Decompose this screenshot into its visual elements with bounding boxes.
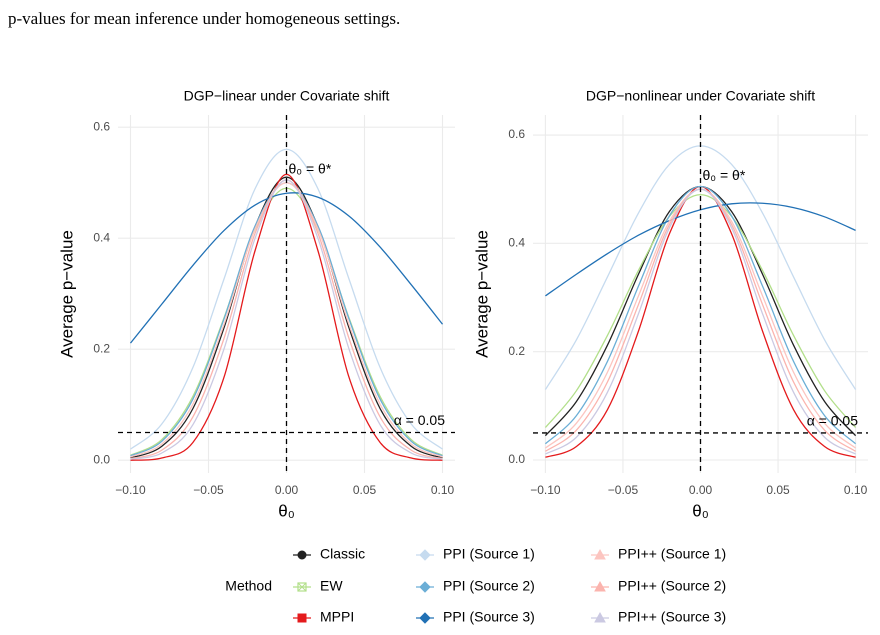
x-axis-label: θ₀ <box>692 501 709 520</box>
legend-label: MPPI <box>320 609 354 625</box>
legend-label: PPI (Source 2) <box>443 578 535 594</box>
y-tick-label: 0.0 <box>93 452 110 466</box>
y-tick-label: 0.2 <box>93 341 110 355</box>
legend-label: PPI++ (Source 1) <box>618 546 726 562</box>
annotation: α = 0.05 <box>394 412 446 428</box>
series-line <box>130 148 443 450</box>
legend-title: Method <box>225 578 272 594</box>
series-line <box>544 193 857 428</box>
series-line <box>130 173 443 461</box>
legend-marker <box>297 582 307 592</box>
series-line <box>129 192 444 344</box>
y-tick-label: 0.4 <box>93 230 110 244</box>
annotation: θ₀ = θ* <box>289 160 332 176</box>
legend-marker <box>594 611 606 623</box>
caption: p-values for mean inference under homoge… <box>8 9 400 28</box>
legend-label: PPI++ (Source 2) <box>618 578 726 594</box>
legend-marker <box>594 548 606 560</box>
x-tick-label: 0.05 <box>353 483 377 497</box>
legend-label: Classic <box>320 546 365 562</box>
x-tick-label: 0.05 <box>766 483 790 497</box>
legend-marker <box>297 582 307 592</box>
legend: Classic EW MPPI PPI (Source 1) PPI (Source 2… <box>293 546 726 625</box>
x-tick-label: −0.10 <box>115 483 146 497</box>
legend-marker <box>419 581 431 593</box>
panel: DGP−nonlinear under Covariate shift 0.0 0.… <box>472 88 868 520</box>
legend-label: PPI (Source 1) <box>443 546 535 562</box>
annotation: θ₀ = θ* <box>703 167 746 183</box>
x-tick-label: 0.00 <box>275 483 299 497</box>
x-axis-label: θ₀ <box>278 501 295 520</box>
legend-marker <box>419 549 431 561</box>
y-tick-label: 0.2 <box>508 344 525 358</box>
y-tick-label: 0.0 <box>508 452 525 466</box>
panel-title: DGP−linear under Covariate shift <box>184 88 390 104</box>
x-tick-label: 0.00 <box>689 483 713 497</box>
x-tick-label: −0.05 <box>193 483 224 497</box>
y-tick-label: 0.6 <box>508 127 525 141</box>
y-tick-label: 0.4 <box>508 236 525 250</box>
x-tick-label: 0.10 <box>844 483 868 497</box>
panel-title: DGP−nonlinear under Covariate shift <box>586 88 815 104</box>
y-tick-label: 0.6 <box>93 119 110 133</box>
legend-marker <box>594 580 606 592</box>
legend-marker <box>297 550 307 560</box>
legend-label: PPI (Source 3) <box>443 609 535 625</box>
series-line <box>130 176 443 459</box>
series-line <box>544 185 857 445</box>
y-axis-label: Average p−value <box>57 230 76 358</box>
legend-marker <box>297 613 307 623</box>
x-tick-label: −0.10 <box>530 483 561 497</box>
legend-label: EW <box>320 578 343 594</box>
legend-marker <box>419 612 431 624</box>
x-tick-label: −0.05 <box>608 483 639 497</box>
annotation: α = 0.05 <box>807 413 859 429</box>
legend-label: PPI++ (Source 3) <box>618 609 726 625</box>
panel: DGP−linear under Covariate shift 0.0 0.2 0.… <box>57 88 455 520</box>
x-tick-label: 0.10 <box>431 483 455 497</box>
y-axis-label: Average p−value <box>472 230 491 358</box>
